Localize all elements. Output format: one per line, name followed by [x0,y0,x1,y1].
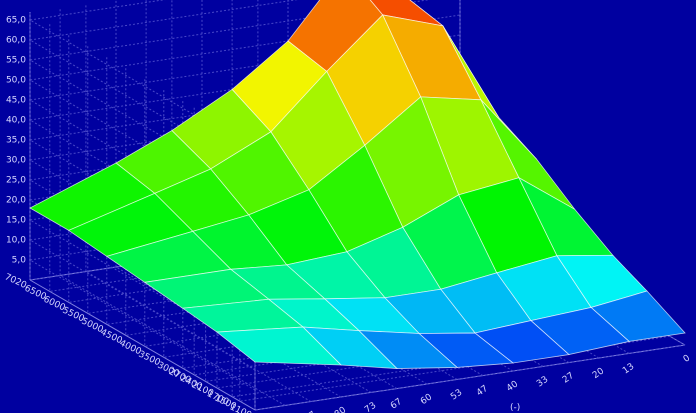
z-tick-label: 20,0 [6,196,26,206]
z-tick-label: 10,0 [6,236,26,246]
z-tick-label: 55,0 [6,56,26,66]
surface-cell [215,326,343,366]
z-tick-label: 35,0 [6,136,26,146]
z-tick-label: 5,0 [12,256,27,266]
x-tick-label: 87 [303,410,318,413]
z-tick-label: 30,0 [6,156,26,166]
z-tick-label: 60,0 [6,36,26,46]
x-tick-label: 80 [333,405,348,413]
z-tick-label: 25,0 [6,176,26,186]
y-tick-label: 1100 [228,402,253,413]
x-tick-label: 73 [363,401,378,413]
z-tick-label: 15,0 [6,216,26,226]
axis-edge [29,279,256,411]
z-tick-label: 50,0 [6,76,26,86]
z-tick-label: 40,0 [6,116,26,126]
x-axis-label: (-) [510,403,520,413]
z-tick-label: 65,0 [6,16,26,26]
z-tick-label: 45,0 [6,96,26,106]
x-tick-label: 0 [682,353,693,365]
